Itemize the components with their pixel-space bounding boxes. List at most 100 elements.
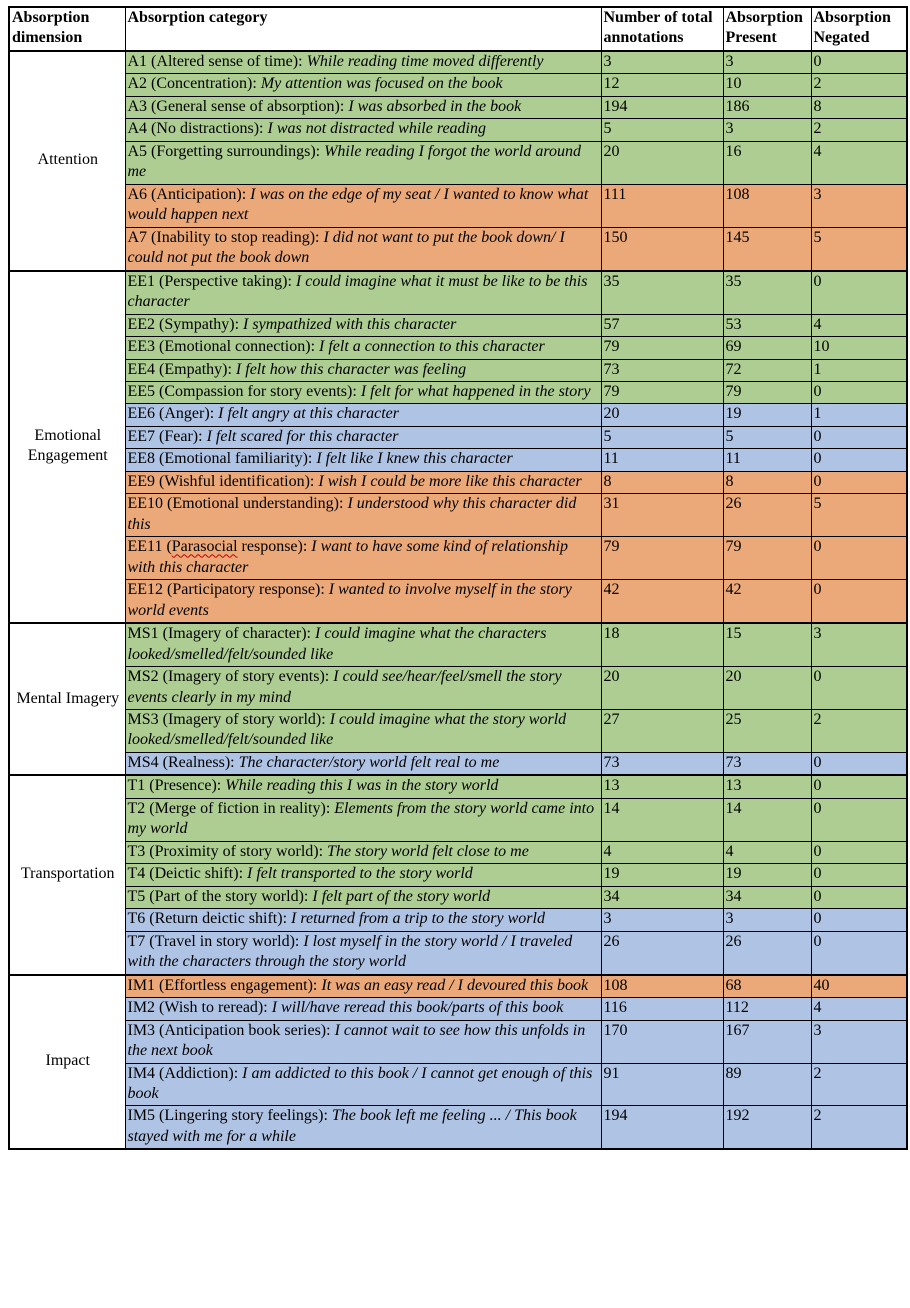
category-cell: A7 (Inability to stop reading): I did no… (124, 226, 602, 272)
category-cell: MS4 (Realness): The character/story worl… (124, 751, 602, 776)
absorption-negated-cell: 0 (810, 579, 908, 624)
total-annotations-cell: 27 (600, 709, 724, 753)
table-row-ee6: EE6 (Anger): I felt angry at this charac… (9, 403, 908, 427)
category-quote: While reading I forgot the world around … (127, 142, 581, 181)
absorption-negated-cell: 0 (810, 863, 908, 887)
category-cell: T7 (Travel in story world): I lost mysel… (124, 930, 602, 976)
total-annotations-cell: 18 (600, 622, 724, 668)
table-row-ee3: EE3 (Emotional connection): I felt a con… (9, 336, 908, 360)
category-label: MS3 (Imagery of story world) (127, 711, 322, 728)
absorption-negated-cell: 3 (810, 183, 908, 228)
total-annotations-cell: 20 (600, 403, 724, 427)
table-row-ee8: EE8 (Emotional familiarity): I felt like… (9, 448, 908, 472)
category-cell: IM3 (Anticipation book series): I cannot… (124, 1019, 602, 1064)
absorption-negated-cell: 2 (810, 73, 908, 97)
category-cell: IM1 (Effortless engagement): It was an e… (124, 973, 602, 999)
table-row-a5: A5 (Forgetting surroundings): While read… (9, 140, 908, 185)
category-label: A6 (Anticipation) (127, 185, 242, 203)
category-quote: It was an easy read / I devoured this bo… (321, 976, 589, 994)
category-cell: EE2 (Sympathy): I sympathized with this … (124, 313, 602, 338)
absorption-negated-cell: 3 (810, 1019, 908, 1064)
absorption-present-cell: 4 (722, 840, 812, 865)
absorption-present-cell: 3 (722, 49, 812, 75)
absorption-negated-cell: 1 (810, 403, 908, 427)
absorption-negated-cell: 2 (810, 709, 908, 753)
absorption-table: Absorption dimension Absorption category… (8, 6, 908, 1151)
category-label: A2 (Concentration) (127, 75, 253, 93)
total-annotations-cell: 13 (600, 774, 724, 799)
category-label: EE8 (Emotional familiarity) (127, 450, 308, 468)
absorption-negated-cell: 2 (810, 1062, 908, 1107)
table-row-ee12: EE12 (Participatory response): I wanted … (9, 579, 908, 624)
absorption-negated-cell: 1 (810, 358, 908, 382)
category-quote: My attention was focused on the book (260, 75, 503, 93)
table-row-im1: Impact IM1 (Effortless engagement): It wa… (8, 973, 908, 1150)
category-label: T1 (Presence) (127, 777, 217, 795)
category-quote: I understood why this character did this (127, 495, 577, 533)
absorption-negated-cell: 0 (810, 448, 908, 472)
total-annotations-cell: 4 (600, 840, 724, 865)
category-cell: EE9 (Wishful identification): I wish I c… (124, 470, 602, 495)
category-quote: I could see/hear/feel/smell the story ev… (127, 668, 562, 706)
category-quote: While reading time moved differently (306, 52, 544, 70)
dimension-cell-transportation: Transportation (8, 774, 126, 976)
category-cell: A6 (Anticipation): I was on the edge of … (124, 183, 602, 228)
table-row-t3: T3 (Proximity of story world): The story… (9, 840, 908, 865)
table-row-ms1: Mental Imagery MS1 (Imagery of character)… (8, 622, 908, 776)
total-annotations-cell: 194 (600, 1105, 724, 1150)
category-quote: I felt scared for this character (206, 427, 399, 445)
header-absorption-category: Absorption category (124, 6, 602, 52)
category-quote: While reading this I was in the story wo… (225, 777, 499, 795)
total-annotations-cell: 5 (600, 425, 724, 450)
category-quote: I want to have some kind of relationship… (127, 538, 569, 576)
category-label: A3 (General sense of absorption) (127, 97, 340, 115)
category-label: IM2 (Wish to reread) (127, 999, 264, 1017)
dimension-cell-emotional-engagement: Emotional Engagement (8, 269, 126, 624)
table-row-a2: A2 (Concentration): My attention was foc… (9, 73, 908, 97)
absorption-present-cell: 3 (722, 118, 812, 142)
absorption-present-cell: 53 (722, 313, 812, 338)
total-annotations-cell: 11 (600, 448, 724, 472)
category-label: EE2 (Sympathy) (127, 315, 235, 333)
absorption-present-cell: 186 (722, 95, 812, 120)
table-row-ee5: EE5 (Compassion for story events): I fel… (9, 380, 908, 405)
category-quote: I did not want to put the book down/ I c… (127, 228, 565, 267)
absorption-present-cell: 42 (722, 579, 812, 624)
total-annotations-cell: 73 (600, 751, 724, 776)
absorption-present-cell: 13 (722, 774, 812, 799)
category-cell: IM2 (Wish to reread): I will/have reread… (124, 997, 602, 1021)
table-row-t4: T4 (Deictic shift): I felt transported t… (9, 863, 908, 887)
absorption-negated-cell: 0 (810, 930, 908, 976)
category-label: IM4 (Addiction) (127, 1064, 234, 1082)
category-cell: A3 (General sense of absorption): I was … (124, 95, 602, 120)
absorption-negated-cell: 0 (810, 49, 908, 75)
dimension-cell-attention: Attention (8, 49, 126, 272)
absorption-negated-cell: 0 (810, 536, 908, 581)
category-label: A5 (Forgetting surroundings) (127, 142, 316, 160)
absorption-present-cell: 11 (722, 448, 812, 472)
absorption-negated-cell: 10 (810, 336, 908, 360)
category-quote: I wanted to involve myself in the story … (127, 581, 572, 619)
category-cell: EE10 (Emotional understanding): I unders… (124, 493, 602, 538)
absorption-negated-cell: 4 (810, 313, 908, 338)
table-row-ee10: EE10 (Emotional understanding): I unders… (9, 493, 908, 538)
category-quote: I was absorbed in the book (348, 97, 522, 115)
table-row-ee4: EE4 (Empathy): I felt how this character… (9, 358, 908, 382)
category-label: EE1 (Perspective taking) (127, 272, 288, 290)
category-quote: I was on the edge of my seat / I wanted … (127, 185, 589, 224)
category-label: A4 (No distractions) (127, 120, 260, 138)
category-cell: IM5 (Lingering story feelings): The book… (124, 1105, 602, 1150)
table-row-a7: A7 (Inability to stop reading): I did no… (9, 226, 908, 272)
table-row-im4: IM4 (Addiction): I am addicted to this b… (9, 1062, 908, 1107)
category-label: EE6 (Anger) (127, 405, 210, 423)
category-cell: MS1 (Imagery of character): I could imag… (124, 622, 602, 668)
total-annotations-cell: 42 (600, 579, 724, 624)
table-row-a3: A3 (General sense of absorption): I was … (9, 95, 908, 120)
category-cell: A4 (No distractions): I was not distract… (124, 118, 602, 142)
category-quote: I felt part of the story world (312, 887, 491, 905)
total-annotations-cell: 73 (600, 358, 724, 382)
absorption-present-cell: 3 (722, 908, 812, 932)
category-label: EE7 (Fear) (127, 427, 199, 445)
table-row-a1: Attention A1 (Altered sense of time): Whi… (8, 49, 908, 272)
total-annotations-cell: 31 (600, 493, 724, 538)
